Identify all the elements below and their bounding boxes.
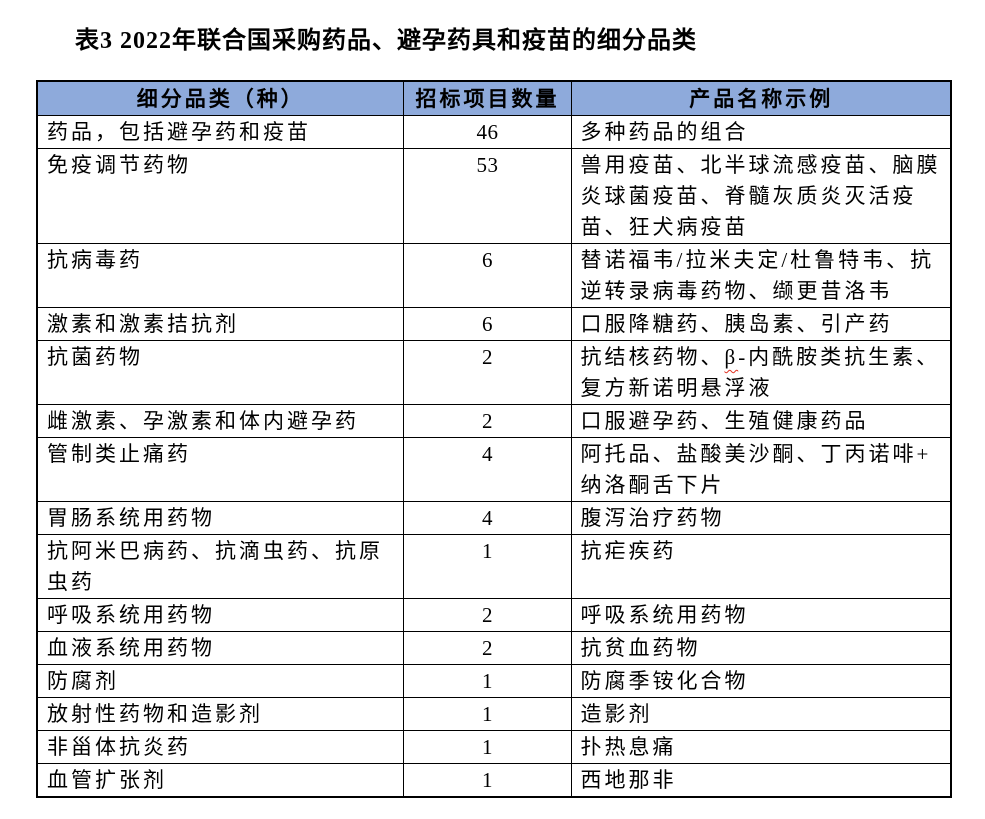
example-cell: 西地那非 (570, 763, 952, 798)
example-cell: 替诺福韦/拉米夫定/杜鲁特韦、抗 逆转录病毒药物、缬更昔洛韦 (570, 243, 952, 308)
category-cell: 胃肠系统用药物 (36, 501, 404, 535)
bid-count-cell: 6 (402, 307, 572, 341)
bid-count-cell: 1 (402, 730, 572, 764)
header-category: 细分品类（种） (36, 80, 404, 116)
table-header: 细分品类（种） 招标项目数量 产品名称示例 (36, 80, 952, 116)
bid-count-cell: 2 (402, 404, 572, 438)
table-row: 激素和激素拮抗剂 6 口服降糖药、胰岛素、引产药 (36, 307, 952, 341)
category-cell: 管制类止痛药 (36, 437, 404, 502)
example-cell: 扑热息痛 (570, 730, 952, 764)
bid-count-cell: 53 (402, 148, 572, 244)
example-cell: 口服降糖药、胰岛素、引产药 (570, 307, 952, 341)
bid-count-cell: 46 (402, 115, 572, 149)
category-cell: 抗阿米巴病药、抗滴虫药、抗原 虫药 (36, 534, 404, 599)
category-cell: 免疫调节药物 (36, 148, 404, 244)
example-cell: 阿托品、盐酸美沙酮、丁丙诺啡+ 纳洛酮舌下片 (570, 437, 952, 502)
table-row: 抗菌药物 2 抗结核药物、β-内酰胺类抗生素、 复方新诺明悬浮液 (36, 340, 952, 405)
table-row: 药品，包括避孕药和疫苗 46 多种药品的组合 (36, 115, 952, 149)
bid-count-cell: 1 (402, 534, 572, 599)
example-cell: 造影剂 (570, 697, 952, 731)
table-caption: 表3 2022年联合国采购药品、避孕药具和疫苗的细分品类 (75, 28, 697, 54)
example-cell: 口服避孕药、生殖健康药品 (570, 404, 952, 438)
category-cell: 呼吸系统用药物 (36, 598, 404, 632)
category-cell: 防腐剂 (36, 664, 404, 698)
table-row: 抗阿米巴病药、抗滴虫药、抗原 虫药 1 抗疟疾药 (36, 534, 952, 599)
table-row: 呼吸系统用药物 2 呼吸系统用药物 (36, 598, 952, 632)
table-row: 血液系统用药物 2 抗贫血药物 (36, 631, 952, 665)
bid-count-cell: 4 (402, 437, 572, 502)
example-cell: 抗结核药物、β-内酰胺类抗生素、 复方新诺明悬浮液 (570, 340, 952, 405)
example-cell: 腹泻治疗药物 (570, 501, 952, 535)
category-cell: 激素和激素拮抗剂 (36, 307, 404, 341)
bid-count-cell: 1 (402, 763, 572, 798)
table-row: 雌激素、孕激素和体内避孕药 2 口服避孕药、生殖健康药品 (36, 404, 952, 438)
bid-count-cell: 2 (402, 340, 572, 405)
bid-count-cell: 2 (402, 631, 572, 665)
bid-count-cell: 2 (402, 598, 572, 632)
category-cell: 抗菌药物 (36, 340, 404, 405)
header-row: 细分品类（种） 招标项目数量 产品名称示例 (36, 80, 952, 116)
category-cell: 药品，包括避孕药和疫苗 (36, 115, 404, 149)
table-row: 非甾体抗炎药 1 扑热息痛 (36, 730, 952, 764)
example-cell: 防腐季铵化合物 (570, 664, 952, 698)
bid-count-cell: 6 (402, 243, 572, 308)
table-row: 抗病毒药 6 替诺福韦/拉米夫定/杜鲁特韦、抗 逆转录病毒药物、缬更昔洛韦 (36, 243, 952, 308)
category-cell: 放射性药物和造影剂 (36, 697, 404, 731)
table-row: 管制类止痛药 4 阿托品、盐酸美沙酮、丁丙诺啡+ 纳洛酮舌下片 (36, 437, 952, 502)
category-cell: 抗病毒药 (36, 243, 404, 308)
procurement-table: 细分品类（种） 招标项目数量 产品名称示例 药品，包括避孕药和疫苗 46 多种药品的… (36, 80, 952, 798)
category-cell: 血管扩张剂 (36, 763, 404, 798)
category-cell: 血液系统用药物 (36, 631, 404, 665)
bid-count-cell: 4 (402, 501, 572, 535)
category-cell: 雌激素、孕激素和体内避孕药 (36, 404, 404, 438)
example-cell: 抗疟疾药 (570, 534, 952, 599)
example-cell: 呼吸系统用药物 (570, 598, 952, 632)
header-bid-count: 招标项目数量 (402, 80, 572, 116)
table-row: 放射性药物和造影剂 1 造影剂 (36, 697, 952, 731)
header-product-examples: 产品名称示例 (570, 80, 952, 116)
example-cell: 兽用疫苗、北半球流感疫苗、脑膜 炎球菌疫苗、脊髓灰质炎灭活疫 苗、狂犬病疫苗 (570, 148, 952, 244)
bid-count-cell: 1 (402, 664, 572, 698)
spellcheck-underline: β (724, 345, 739, 369)
table-row: 防腐剂 1 防腐季铵化合物 (36, 664, 952, 698)
bid-count-cell: 1 (402, 697, 572, 731)
example-cell: 抗贫血药物 (570, 631, 952, 665)
example-cell: 多种药品的组合 (570, 115, 952, 149)
table-row: 血管扩张剂 1 西地那非 (36, 763, 952, 798)
table-row: 胃肠系统用药物 4 腹泻治疗药物 (36, 501, 952, 535)
table-body: 药品，包括避孕药和疫苗 46 多种药品的组合 免疫调节药物 53 兽用疫苗、北半球流感疫苗… (36, 115, 952, 798)
category-cell: 非甾体抗炎药 (36, 730, 404, 764)
table-row: 免疫调节药物 53 兽用疫苗、北半球流感疫苗、脑膜 炎球菌疫苗、脊髓灰质炎灭活疫 苗… (36, 148, 952, 244)
